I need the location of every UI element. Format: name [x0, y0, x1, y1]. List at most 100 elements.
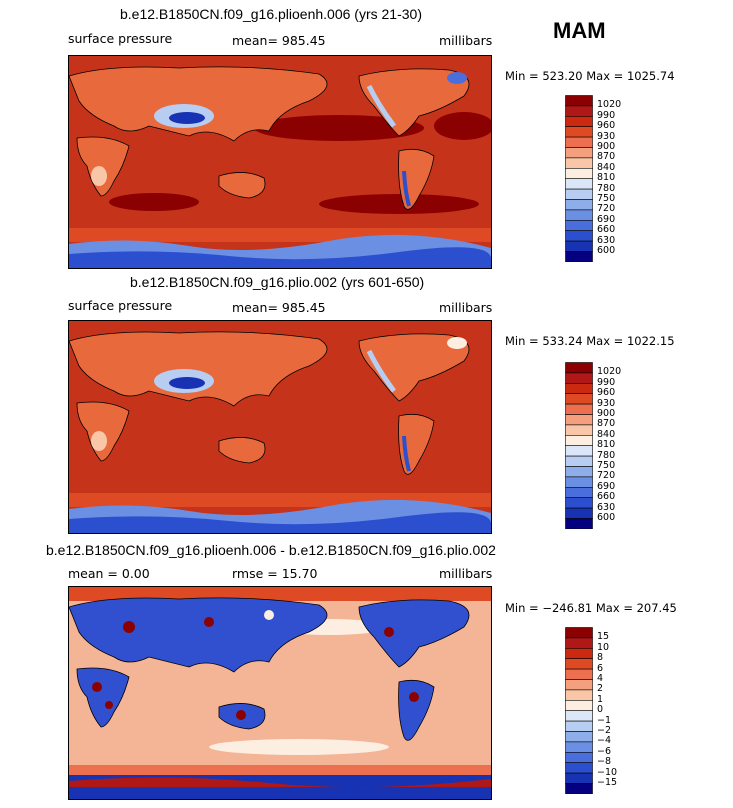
colorbar-tick-label: 600: [597, 245, 616, 256]
colorbar-tick-label: −10: [597, 766, 618, 778]
tibet-low: [169, 377, 205, 389]
colorbar-tick-label: 630: [597, 501, 616, 513]
colorbar-tick-label: 990: [597, 109, 616, 121]
colorbar-tick-label: 960: [597, 120, 616, 132]
africa-anomaly: [92, 682, 102, 692]
colorbar-tick-label: 690: [597, 480, 616, 492]
south-america-anomaly: [409, 692, 419, 702]
colorbar-swatch: [565, 752, 593, 764]
colorbar-tick-label: −8: [597, 756, 612, 768]
arctic-band: [69, 587, 491, 601]
panel-2-mean-label: mean= 985.45: [232, 300, 326, 315]
colorbar-tick-label: 870: [597, 151, 616, 163]
colorbar-tick-label: 690: [597, 213, 616, 225]
andes: [402, 170, 411, 207]
panel-1-units-label: millibars: [439, 33, 493, 48]
colorbar-tick-label: 8: [597, 652, 604, 664]
colorbar-swatch: [565, 95, 593, 107]
panel-3-mean-label: mean = 0.00: [68, 566, 150, 581]
colorbar-swatch: [565, 105, 593, 117]
panel-2-colorbar-svg: [565, 362, 593, 529]
colorbar-swatch: [565, 157, 593, 169]
colorbar-swatch: [565, 362, 593, 374]
africa-anomaly: [105, 701, 113, 709]
panel-3-title: b.e12.B1850CN.f09_g16.plioenh.006 - b.e1…: [46, 542, 496, 558]
ocean-high: [109, 193, 199, 211]
colorbar-tick-label: 810: [597, 439, 616, 451]
colorbar-swatch: [565, 783, 593, 794]
colorbar-tick-label: 960: [597, 387, 616, 399]
ocean-high: [319, 194, 479, 214]
colorbar-swatch: [565, 251, 593, 262]
colorbar-swatch: [565, 518, 593, 529]
colorbar-swatch: [565, 710, 593, 722]
ocean-high: [434, 112, 491, 140]
eurasia-anomaly: [264, 610, 274, 620]
colorbar-swatch: [565, 424, 593, 436]
southern-ocean: [69, 765, 491, 775]
colorbar-swatch: [565, 668, 593, 680]
panel-2-map-svg: [69, 331, 491, 533]
colorbar-tick-label: −2: [597, 725, 612, 736]
panel-2-colorbar: [565, 362, 593, 529]
colorbar-swatch: [565, 382, 593, 394]
panel-3-units-label: millibars: [439, 566, 493, 581]
colorbar-swatch: [565, 168, 593, 180]
colorbar-swatch: [565, 414, 593, 426]
colorbar-swatch: [565, 445, 593, 457]
colorbar-swatch: [565, 762, 593, 774]
panel-3-colorbar-svg: [565, 627, 593, 794]
panel-2-minmax: Min = 533.24 Max = 1022.15: [505, 334, 675, 348]
colorbar-tick-label: 720: [597, 203, 616, 215]
colorbar-tick-label: 15: [597, 631, 610, 643]
africa-landmass: [76, 667, 130, 728]
colorbar-swatch: [565, 147, 593, 159]
rockies: [366, 349, 397, 393]
panel-1-map-svg: [69, 66, 491, 268]
panel-3-map: [68, 586, 492, 800]
south-america-landmass: [398, 679, 435, 741]
colorbar-swatch: [565, 627, 593, 639]
panel-3-rmse-label: rmse = 15.70: [232, 566, 318, 581]
colorbar-swatch: [565, 741, 593, 753]
eurasia-anomaly: [123, 621, 135, 633]
panel-1-mean-label: mean= 985.45: [232, 33, 326, 48]
colorbar-tick-label: 900: [597, 408, 616, 419]
ocean-anomaly: [209, 739, 389, 755]
colorbar-tick-label: 1020: [597, 366, 622, 378]
panel-1-map: [68, 55, 492, 269]
colorbar-tick-label: 2: [597, 683, 604, 695]
panel-1-minmax: Min = 523.20 Max = 1025.74: [505, 69, 675, 83]
africa-landmass: [76, 136, 130, 197]
colorbar-tick-label: 10: [597, 641, 610, 653]
eurasia-landmass: [69, 331, 328, 407]
colorbar-swatch: [565, 209, 593, 221]
colorbar-tick-label: 990: [597, 376, 616, 388]
colorbar-swatch: [565, 126, 593, 138]
greenland: [447, 337, 467, 349]
colorbar-swatch: [565, 476, 593, 488]
panel-1-title: b.e12.B1850CN.f09_g16.plioenh.006 (yrs 2…: [120, 6, 422, 22]
colorbar-swatch: [565, 230, 593, 242]
north-america-anomaly: [384, 627, 394, 637]
antarctica-interior: [69, 247, 491, 268]
colorbar-tick-label: −6: [597, 745, 612, 757]
colorbar-tick-label: 660: [597, 224, 616, 236]
colorbar-tick-label: −15: [597, 777, 618, 788]
colorbar-swatch: [565, 487, 593, 499]
antarctica-ridge: [69, 777, 491, 788]
colorbar-swatch: [565, 507, 593, 519]
colorbar-swatch: [565, 679, 593, 691]
panel-2-units-label: millibars: [439, 300, 493, 315]
panel-2-variable-label: surface pressure: [68, 298, 173, 313]
colorbar-tick-label: 750: [597, 193, 616, 204]
africa-highland: [91, 431, 107, 451]
north-america-landmass: [358, 599, 470, 668]
tibet-low: [169, 112, 205, 124]
colorbar-tick-label: 780: [597, 182, 616, 194]
colorbar-swatch: [565, 372, 593, 384]
colorbar-swatch: [565, 188, 593, 200]
colorbar-swatch: [565, 466, 593, 478]
colorbar-tick-label: 600: [597, 512, 616, 523]
panel-3-minmax: Min = −246.81 Max = 207.45: [505, 601, 677, 615]
